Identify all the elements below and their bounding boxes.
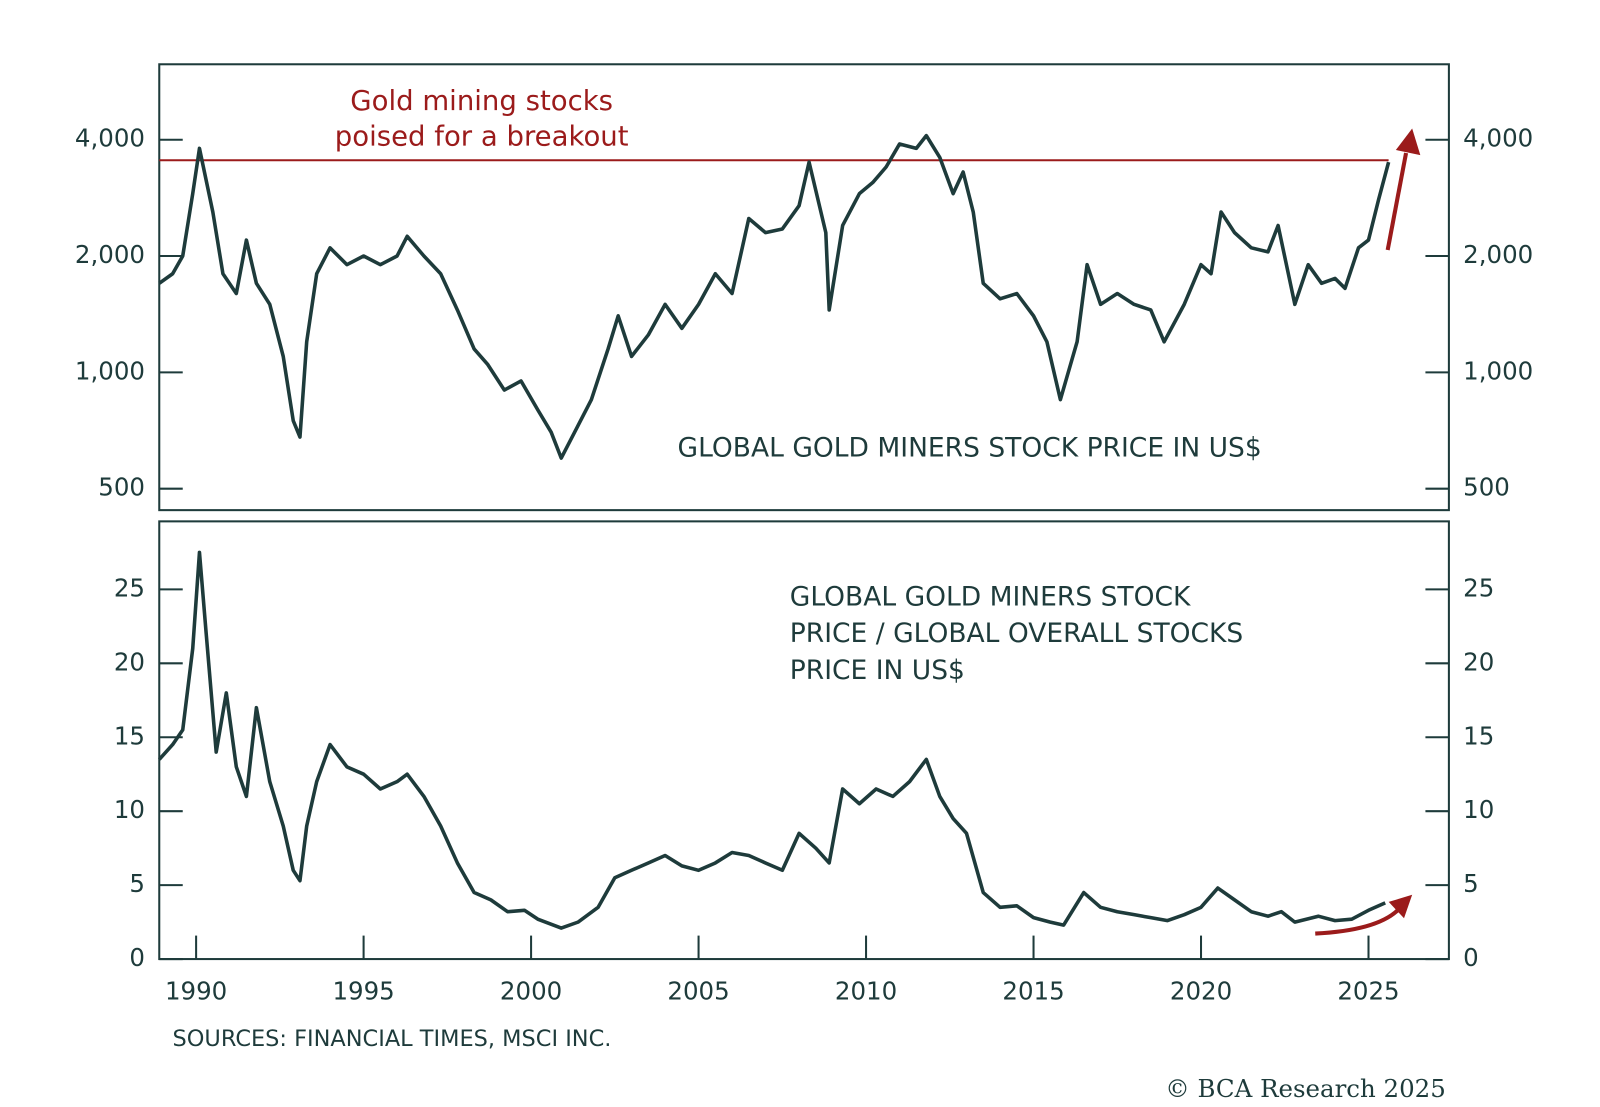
top-panel-frame xyxy=(158,63,1450,512)
x-tick-label: 2020 xyxy=(1170,977,1232,1006)
data-line xyxy=(157,550,1386,930)
panel-label: GLOBAL GOLD MINERS STOCK xyxy=(790,581,1191,612)
arrow-shaft xyxy=(1315,908,1400,936)
y-tick-label: 20 xyxy=(114,647,145,676)
arrow-head xyxy=(1395,128,1421,156)
y-tick-label: 10 xyxy=(1463,795,1494,824)
y-tick-label: 5 xyxy=(129,869,145,898)
y-tick-label: 1,000 xyxy=(1463,356,1533,385)
y-tick-label: 500 xyxy=(98,473,145,502)
bottom-panel-frame xyxy=(158,520,1450,961)
y-tick-label: 2,000 xyxy=(75,240,145,269)
sources: SOURCES: FINANCIAL TIMES, MSCI INC. xyxy=(173,1026,612,1052)
y-tick-label: 15 xyxy=(114,721,145,750)
x-tick-label: 2000 xyxy=(500,977,562,1006)
x-tick-label: 2005 xyxy=(667,977,729,1006)
y-tick-label: 0 xyxy=(1463,943,1479,972)
x-tick-label: 1995 xyxy=(332,977,394,1006)
y-tick-label: 5 xyxy=(1463,869,1479,898)
y-tick-label: 15 xyxy=(1463,721,1494,750)
x-tick-label: 1990 xyxy=(165,977,227,1006)
data-line xyxy=(158,133,1391,460)
y-tick-label: 20 xyxy=(1463,647,1494,676)
y-tick-label: 1,000 xyxy=(75,356,145,385)
panel-label: GLOBAL GOLD MINERS STOCK PRICE IN US$ xyxy=(678,432,1262,463)
credit: © BCA Research 2025 xyxy=(1165,1074,1446,1103)
arrow-head xyxy=(1388,894,1413,919)
x-tick-label: 2010 xyxy=(835,977,897,1006)
y-tick-label: 10 xyxy=(114,795,145,824)
arrow-shaft xyxy=(1385,152,1409,251)
annotation: poised for a breakout xyxy=(335,121,629,153)
y-tick-label: 25 xyxy=(114,573,145,602)
annotation: Gold mining stocks xyxy=(350,85,613,117)
y-tick-label: 25 xyxy=(1463,573,1494,602)
x-tick-label: 2015 xyxy=(1002,977,1064,1006)
y-tick-label: 500 xyxy=(1463,473,1510,502)
y-tick-label: 4,000 xyxy=(1463,124,1533,153)
panel-label: PRICE IN US$ xyxy=(790,655,965,686)
y-tick-label: 0 xyxy=(129,943,145,972)
arrows xyxy=(1315,152,1409,936)
y-tick-label: 2,000 xyxy=(1463,240,1533,269)
y-tick-label: 4,000 xyxy=(75,124,145,153)
x-tick-label: 2025 xyxy=(1337,977,1399,1006)
panel-label: PRICE / GLOBAL OVERALL STOCKS xyxy=(790,618,1243,649)
